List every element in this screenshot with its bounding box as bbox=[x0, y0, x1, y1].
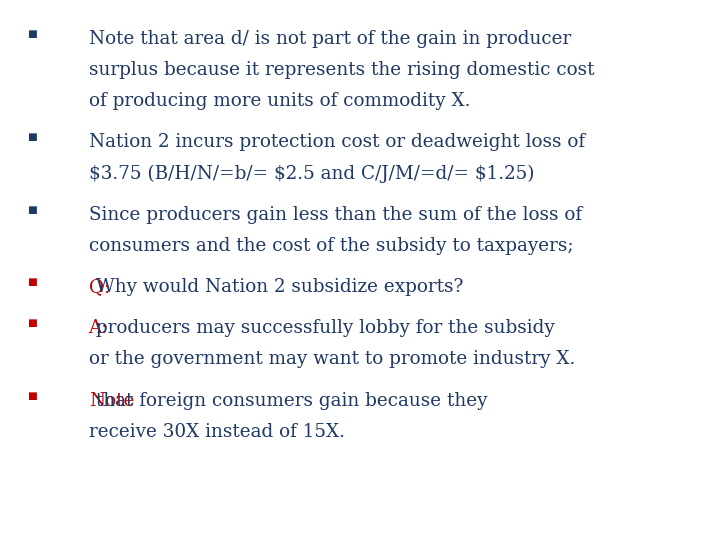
Text: ■: ■ bbox=[27, 206, 37, 215]
Text: Why would Nation 2 subsidize exports?: Why would Nation 2 subsidize exports? bbox=[90, 278, 463, 296]
Text: of producing more units of commodity X.: of producing more units of commodity X. bbox=[89, 92, 470, 110]
Text: Q:: Q: bbox=[89, 278, 109, 296]
Text: ■: ■ bbox=[27, 319, 37, 328]
Text: ■: ■ bbox=[27, 30, 37, 39]
Text: Nation 2 incurs protection cost or deadweight loss of: Nation 2 incurs protection cost or deadw… bbox=[89, 133, 585, 151]
Text: ■: ■ bbox=[27, 278, 37, 287]
Text: A:: A: bbox=[89, 319, 108, 337]
Text: Note that area d/ is not part of the gain in producer: Note that area d/ is not part of the gai… bbox=[89, 30, 571, 48]
Text: Note: Note bbox=[89, 392, 134, 409]
Text: producers may successfully lobby for the subsidy: producers may successfully lobby for the… bbox=[90, 319, 554, 337]
Text: $3.75 (B/H/N/=b/= $2.5 and C/J/M/=d/= $1.25): $3.75 (B/H/N/=b/= $2.5 and C/J/M/=d/= $1… bbox=[89, 165, 534, 183]
Text: consumers and the cost of the subsidy to taxpayers;: consumers and the cost of the subsidy to… bbox=[89, 237, 573, 255]
Text: surplus because it represents the rising domestic cost: surplus because it represents the rising… bbox=[89, 61, 594, 79]
Text: or the government may want to promote industry X.: or the government may want to promote in… bbox=[89, 350, 575, 368]
Text: that foreign consumers gain because they: that foreign consumers gain because they bbox=[90, 392, 487, 409]
Text: ■: ■ bbox=[27, 133, 37, 143]
Text: Since producers gain less than the sum of the loss of: Since producers gain less than the sum o… bbox=[89, 206, 582, 224]
Text: ■: ■ bbox=[27, 392, 37, 401]
Text: receive 30X instead of 15X.: receive 30X instead of 15X. bbox=[89, 423, 345, 441]
